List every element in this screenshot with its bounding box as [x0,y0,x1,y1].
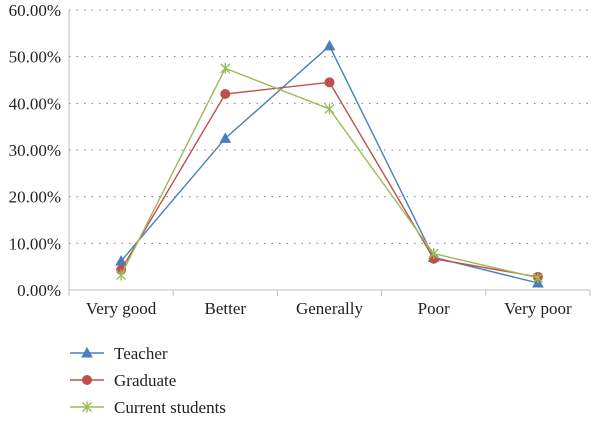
data-point [116,269,127,281]
x-tick-label: Poor [418,299,450,318]
data-point [532,272,543,284]
data-point [219,132,232,143]
data-point [220,62,231,74]
data-point [324,103,335,115]
series-line [120,67,539,279]
legend-label: Current students [114,398,226,417]
legend-marker [82,401,92,413]
y-tick-label: 40.00% [9,94,61,113]
legend-item: Current students [70,398,226,417]
legend-label: Teacher [114,344,168,363]
y-tick-label: 0.00% [17,281,61,300]
y-tick-label: 20.00% [9,188,61,207]
data-point [323,39,336,51]
legend: Teacher Graduate Current students [70,344,226,417]
x-tick-label: Very good [86,299,157,318]
legend-label: Graduate [114,371,176,390]
series [115,39,544,288]
y-tick-label: 10.00% [9,234,61,253]
series-2 [116,62,543,284]
y-tick-label: 50.00% [9,48,61,67]
legend-item: Graduate [70,371,176,390]
legend-marker [82,375,92,385]
x-tick-label: Very poor [504,299,572,318]
y-tick-label: 60.00% [9,1,61,20]
x-tick-label: Better [205,299,247,318]
x-tick-label: Generally [296,299,364,318]
legend-item: Teacher [70,344,168,363]
y-tick-label: 30.00% [9,141,61,160]
data-point [220,89,231,99]
data-point [428,248,439,260]
axes: 0.00% 10.00% 20.00% 30.00% 40.00% 50.00% 60.00… [9,1,591,318]
legend-marker [81,346,93,358]
data-point [324,77,335,88]
